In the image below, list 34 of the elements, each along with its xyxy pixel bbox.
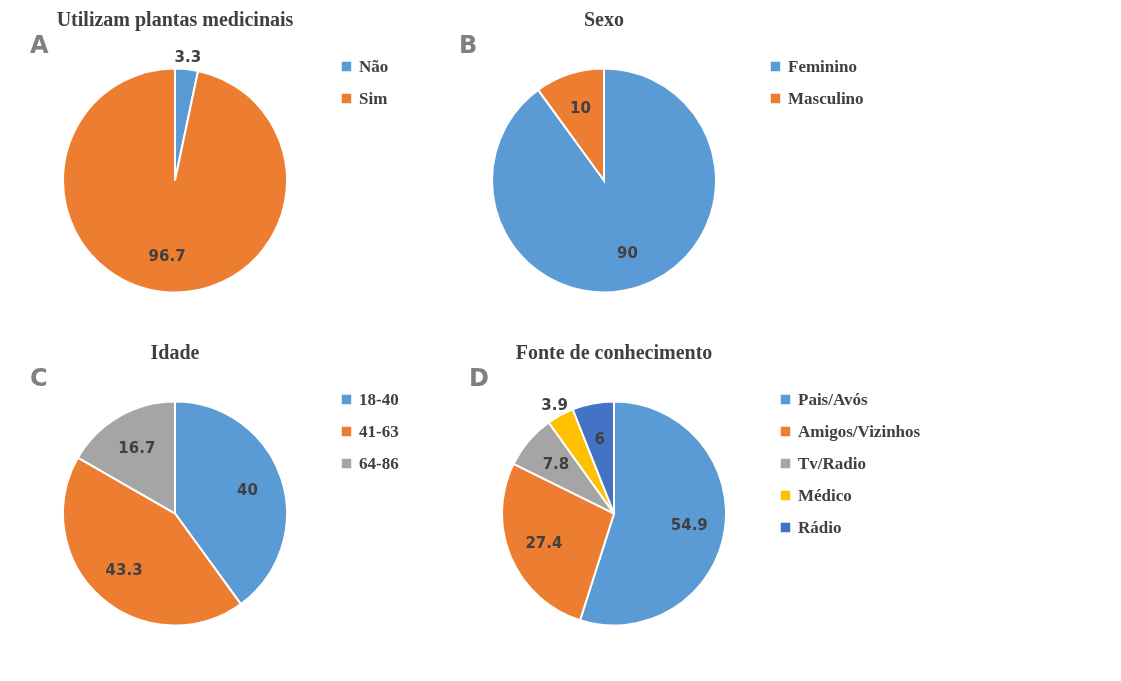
legend-label: Rádio [798,517,842,537]
legend-label: 41-63 [359,421,399,441]
text: B [459,31,478,59]
legend-label: 64-86 [359,453,399,473]
chart-title: Utilizam plantas medicinais [56,8,294,31]
text: D [469,364,489,392]
legend-label: Pais/Avós [798,389,868,409]
data-label: 10 [570,99,591,118]
legend-label: Médico [798,485,852,505]
data-label: 27.4 [525,534,563,553]
data-label: 3.3 [174,48,202,67]
text: C [30,364,48,392]
text: A [30,31,49,59]
data-label: 16.7 [118,438,156,457]
data-label: 43.3 [105,561,143,580]
chart-title: Fonte de conhecimento [515,341,713,363]
data-label: 7.8 [542,455,570,474]
legend-label: 18-40 [359,389,399,409]
legend-label: Amigos/Vizinhos [798,421,921,441]
data-label: 3.9 [541,395,568,414]
chart-title: Sexo [584,8,624,30]
data-label: 40 [236,480,258,499]
legend-label: Masculino [788,88,864,108]
pie-slice [62,67,288,294]
legend-label: Tv/Radio [798,453,867,473]
data-label: 54.9 [670,516,708,535]
pie-slice [491,67,717,294]
legend-label: Não [359,56,389,76]
chart-title: Idade [150,341,200,363]
data-label: 90 [617,243,638,262]
data-label: 6 [594,429,605,448]
data-label: 96.7 [148,247,186,266]
legend-label: Sim [359,88,388,108]
legend-label: Feminino [788,56,857,76]
